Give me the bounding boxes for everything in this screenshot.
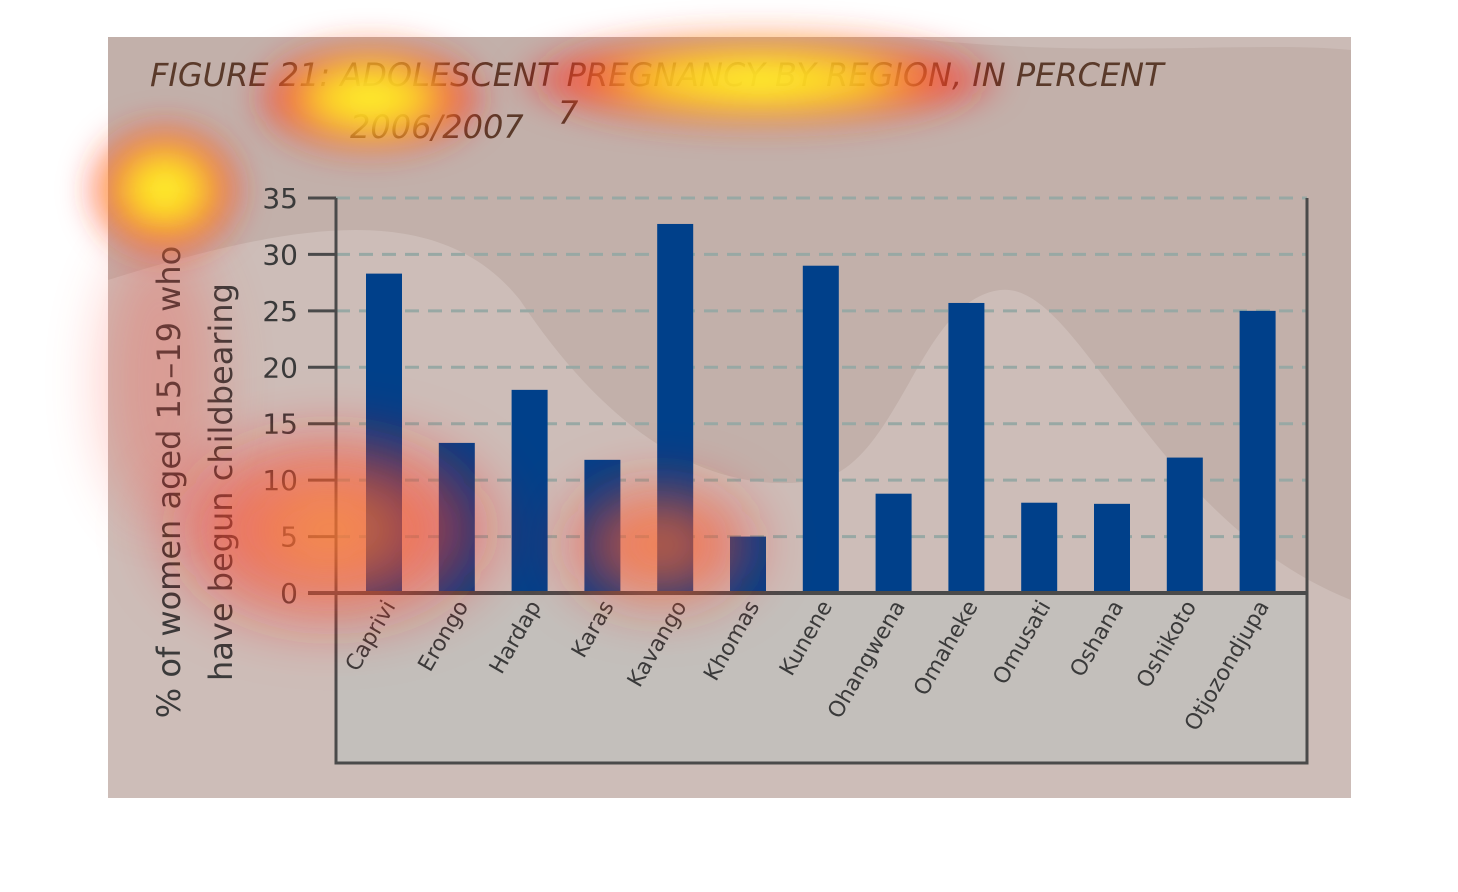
heatmap-blob-title-right — [510, 32, 1010, 128]
heatmap-blob-lower-left — [140, 420, 520, 640]
bar-hardap — [511, 389, 548, 593]
background-wave-top — [900, 37, 1351, 50]
heatmap-blob-corner — [85, 120, 245, 260]
bar-omusati — [1021, 502, 1058, 593]
attention-heatmap — [85, 32, 1010, 640]
y-tick-label: 20 — [262, 351, 298, 384]
heatmap-blob-kavango — [550, 475, 770, 615]
y-tick-label: 35 — [262, 182, 298, 215]
bar-otjozondjupa — [1239, 310, 1276, 593]
bar-oshikoto — [1166, 457, 1203, 593]
bar-oshana — [1094, 503, 1130, 593]
bar-kunene — [802, 265, 839, 593]
bar-ohangwena — [875, 493, 912, 593]
heatmap-blob-title-left — [250, 40, 490, 156]
y-tick-label: 25 — [262, 295, 298, 328]
y-tick-label: 30 — [262, 238, 298, 271]
bar-omaheke — [948, 302, 985, 593]
heatmap-blob-left-edge — [100, 240, 220, 520]
category-label-box — [334, 591, 1309, 765]
